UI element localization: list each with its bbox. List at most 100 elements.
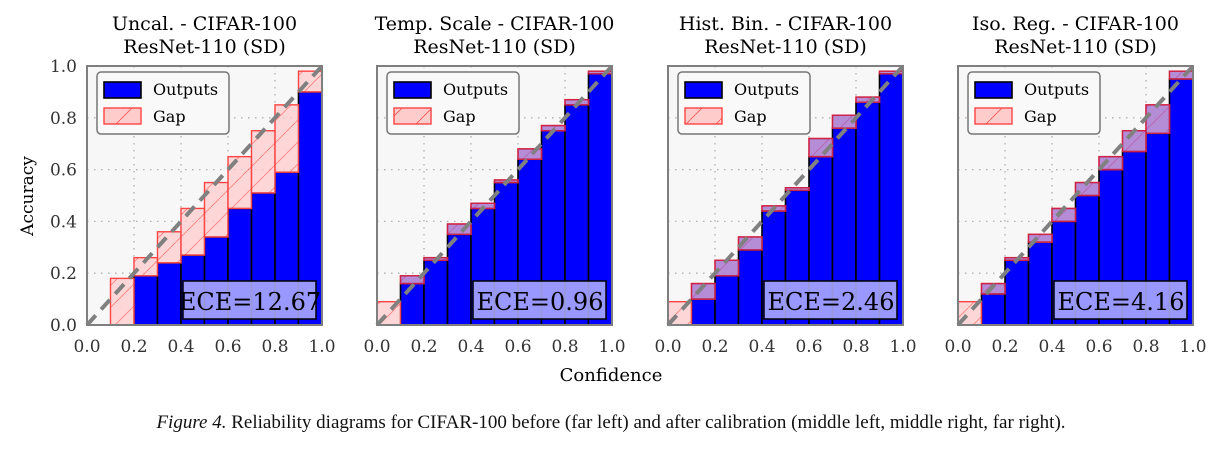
x-axis-label: Confidence xyxy=(560,365,663,386)
gap-bar xyxy=(156,231,182,264)
x-tick-label: 0.2 xyxy=(991,337,1018,357)
x-tick-label: 0.6 xyxy=(1085,337,1112,357)
x-tick-label: 1.0 xyxy=(308,337,335,357)
x-tick-label: 0.2 xyxy=(120,337,147,357)
perfect-calibration-line xyxy=(956,64,1195,327)
output-bar xyxy=(690,298,716,326)
caption-text: Reliability diagrams for CIFAR-100 befor… xyxy=(226,412,1066,433)
legend: Outputs Gap xyxy=(386,71,520,135)
output-bar xyxy=(446,233,472,326)
x-tick-label: 0.6 xyxy=(504,337,531,357)
x-tick-label: 0.0 xyxy=(944,337,971,357)
x-tick-label: 0.8 xyxy=(261,337,288,357)
panel-title: Hist. Bin. - CIFAR-100 xyxy=(679,13,892,35)
x-tick-label: 0.0 xyxy=(73,337,100,357)
x-tick-label: 0.4 xyxy=(1038,337,1065,357)
output-bar xyxy=(399,282,425,326)
ece-value: ECE=2.46 xyxy=(768,288,895,316)
y-tick-label: 0.0 xyxy=(50,316,77,336)
panel-subtitle: ResNet-110 (SD) xyxy=(123,36,286,58)
ece-value: ECE=12.67 xyxy=(179,288,321,316)
gap-overlap-bar xyxy=(1098,155,1124,171)
gap-overlap-bar xyxy=(1027,233,1053,243)
legend-gap-swatch xyxy=(684,107,723,125)
panel-title: Uncal. - CIFAR-100 xyxy=(112,13,297,35)
y-tick-label: 0.6 xyxy=(50,161,77,181)
x-tick-label: 0.6 xyxy=(795,337,822,357)
x-tick-label: 0.8 xyxy=(551,337,578,357)
gap-overlap-bar xyxy=(784,187,810,192)
legend-outputs-label: Outputs xyxy=(443,80,508,99)
ece-box xyxy=(763,280,898,320)
ece-box xyxy=(1053,280,1188,320)
caption-lead: Figure 4. xyxy=(156,412,227,433)
legend: Outputs Gap xyxy=(677,71,811,135)
perfect-calibration-line xyxy=(666,64,905,327)
panel-subtitle: ResNet-110 (SD) xyxy=(994,36,1157,58)
panel-subtitle: ResNet-110 (SD) xyxy=(704,36,867,58)
legend-gap-swatch xyxy=(974,107,1013,125)
legend-gap-label: Gap xyxy=(153,107,186,126)
output-bar xyxy=(1027,241,1053,326)
x-tick-label: 0.0 xyxy=(363,337,390,357)
legend-gap-swatch xyxy=(393,107,432,125)
panel-title: Iso. Reg. - CIFAR-100 xyxy=(972,13,1179,35)
plot-frame xyxy=(667,65,904,326)
ece-box xyxy=(472,280,607,320)
legend-gap-label: Gap xyxy=(443,107,476,126)
y-tick-label: 0.4 xyxy=(50,212,77,232)
figure-caption: Figure 4. Reliability diagrams for CIFAR… xyxy=(0,412,1222,434)
legend-outputs-swatch xyxy=(684,81,723,99)
gap-overlap-bar xyxy=(1121,130,1147,153)
ece-value: ECE=0.96 xyxy=(477,288,604,316)
legend-gap-label: Gap xyxy=(1024,107,1057,126)
x-tick-label: 0.6 xyxy=(214,337,241,357)
gap-overlap-bar xyxy=(855,96,881,103)
x-tick-label: 0.4 xyxy=(167,337,194,357)
output-bar xyxy=(714,274,740,326)
output-bar xyxy=(156,262,182,326)
y-tick-label: 1.0 xyxy=(50,57,77,77)
x-tick-label: 0.2 xyxy=(701,337,728,357)
x-tick-label: 1.0 xyxy=(1179,337,1206,357)
legend-outputs-label: Outputs xyxy=(734,80,799,99)
legend: Outputs Gap xyxy=(96,71,230,135)
panel-subtitle: ResNet-110 (SD) xyxy=(413,36,576,58)
y-axis-label: Accuracy xyxy=(18,156,38,237)
x-tick-label: 0.0 xyxy=(654,337,681,357)
plot-frame xyxy=(86,65,323,326)
perfect-calibration-line xyxy=(375,64,614,327)
legend-gap-label: Gap xyxy=(734,107,767,126)
ece-box xyxy=(182,280,317,320)
gap-overlap-bar xyxy=(1145,104,1171,135)
gap-bar xyxy=(250,130,276,194)
legend: Outputs Gap xyxy=(967,71,1101,135)
legend-outputs-label: Outputs xyxy=(1024,80,1089,99)
x-tick-label: 0.2 xyxy=(410,337,437,357)
output-bar xyxy=(133,274,159,326)
legend-outputs-swatch xyxy=(393,81,432,99)
x-tick-label: 1.0 xyxy=(598,337,625,357)
ece-value: ECE=4.16 xyxy=(1058,288,1185,316)
output-bar xyxy=(737,249,763,326)
x-tick-label: 0.8 xyxy=(1132,337,1159,357)
y-tick-label: 0.8 xyxy=(50,109,77,129)
x-tick-label: 0.8 xyxy=(842,337,869,357)
gap-overlap-bar xyxy=(446,223,472,236)
perfect-calibration-line xyxy=(85,64,324,327)
legend-outputs-swatch xyxy=(103,81,142,99)
panel-title: Temp. Scale - CIFAR-100 xyxy=(375,13,615,35)
output-bar xyxy=(980,293,1006,326)
gap-overlap-bar xyxy=(517,148,543,160)
x-tick-label: 0.4 xyxy=(748,337,775,357)
plot-frame xyxy=(376,65,613,326)
plot-frame xyxy=(957,65,1194,326)
y-tick-label: 0.2 xyxy=(50,264,77,284)
x-tick-label: 0.4 xyxy=(457,337,484,357)
legend-outputs-swatch xyxy=(974,81,1013,99)
